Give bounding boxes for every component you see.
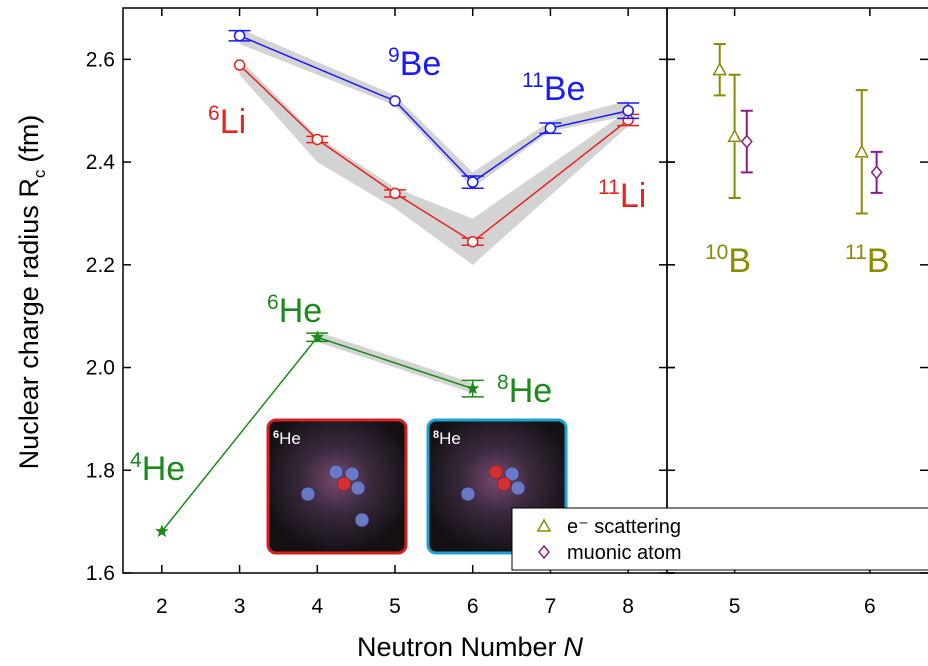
y-tick-label: 1.8 — [86, 459, 115, 482]
x-tick-label: 7 — [545, 595, 557, 618]
y-tick-label: 2.4 — [86, 151, 116, 174]
isotope-label: 9Be — [388, 44, 441, 83]
inset-image — [266, 418, 408, 555]
x-tick-label: 5 — [729, 595, 741, 618]
error-bar — [870, 150, 883, 194]
x-axis-label: Neutron Number N — [357, 632, 584, 662]
legend-label: e⁻ scattering — [567, 516, 681, 538]
isotope-symbol: B — [867, 242, 890, 280]
data-point — [854, 144, 869, 158]
data-point — [466, 176, 479, 188]
legend-marker — [538, 544, 550, 560]
x-axis-label-var: N — [564, 632, 584, 662]
x-axis-label-text: Neutron Number — [357, 632, 557, 662]
x-tick-label: 6 — [467, 595, 479, 618]
isotope-label: 6He — [267, 291, 322, 330]
inset-mass: 8 — [433, 429, 439, 441]
isotope-mass: 6 — [267, 291, 279, 314]
nucleon — [350, 480, 366, 496]
inset-label: 6He — [273, 429, 301, 448]
isotope-mass: 9 — [388, 44, 400, 67]
isotope-symbol: Li — [620, 177, 646, 215]
x-tick-label: 3 — [234, 595, 246, 618]
y-axis-label-sub: c — [30, 169, 49, 178]
error-bar — [740, 109, 753, 174]
isotope-mass: 4 — [130, 449, 142, 472]
inset-mass: 6 — [273, 429, 279, 441]
inset-symbol: He — [439, 429, 461, 448]
isotope-mass: 11 — [845, 241, 867, 264]
legend-box — [511, 507, 928, 571]
isotope-symbol: Li — [220, 103, 246, 141]
isotope-symbol: He — [142, 450, 185, 488]
nucleon — [496, 476, 512, 492]
error-bar — [728, 73, 741, 200]
y-axis-label-text: Nuclear charge radius R — [14, 178, 44, 469]
error-bar — [713, 42, 726, 97]
isotope-symbol: He — [509, 372, 552, 410]
data-point — [870, 165, 883, 180]
data-point — [389, 187, 401, 200]
isotope-mass: 11 — [598, 176, 620, 199]
nucleon — [354, 512, 370, 528]
x-tick-label: 2 — [156, 595, 168, 618]
data-point — [310, 330, 324, 343]
isotope-label: 11Be — [522, 69, 585, 108]
x-tick-label: 5 — [389, 595, 401, 618]
y-tick-label: 2.0 — [86, 357, 115, 380]
data-point — [389, 95, 401, 107]
error-bar — [855, 89, 868, 215]
inset-label: 8He — [433, 429, 461, 448]
isotope-symbol: Be — [544, 70, 586, 108]
isotope-mass: 8 — [497, 371, 509, 394]
data-point — [311, 133, 324, 146]
data-point — [466, 381, 480, 395]
nucleon — [488, 464, 504, 480]
isotope-mass: 10 — [705, 241, 728, 264]
y-tick-label: 2.2 — [86, 254, 115, 277]
isotope-label: 11B — [845, 241, 890, 280]
plot-frame — [666, 7, 928, 574]
isotope-label: 11Li — [598, 176, 646, 215]
isotope-mass: 11 — [522, 69, 544, 92]
isotope-label: 8He — [497, 371, 552, 410]
theory-band — [239, 59, 629, 265]
x-tick-label: 8 — [622, 595, 634, 618]
isotope-label: 6Li — [208, 102, 246, 141]
isotope-mass: 6 — [208, 102, 220, 125]
x-tick-label: 6 — [864, 595, 876, 618]
nucleon — [460, 486, 476, 502]
data-point — [466, 235, 479, 248]
isotope-symbol: He — [279, 292, 322, 330]
nucleon — [344, 466, 360, 482]
data-point — [233, 29, 246, 42]
y-axis-label: Nuclear charge radius Rc (fm) — [14, 115, 49, 470]
nucleon — [504, 466, 520, 482]
x-tick-label: 4 — [311, 595, 323, 618]
isotope-label: 4He — [130, 449, 185, 488]
nucleon — [510, 480, 526, 496]
legend-label: muonic atom — [567, 542, 682, 564]
legend-marker — [536, 518, 552, 532]
nucleon — [328, 464, 344, 480]
isotope-symbol: B — [728, 242, 751, 280]
isotope-symbol: Be — [400, 45, 442, 83]
y-tick-label: 2.6 — [86, 48, 115, 71]
y-axis-label-unit: (fm) — [14, 115, 44, 163]
data-point — [544, 122, 557, 134]
data-point — [727, 128, 742, 143]
isotope-label: 10B — [705, 241, 751, 280]
y-tick-label: 1.6 — [86, 562, 115, 585]
nucleon — [336, 476, 352, 492]
data-point — [155, 524, 169, 538]
data-point — [233, 59, 246, 71]
nucleon — [300, 486, 316, 502]
inset-symbol: He — [279, 429, 301, 448]
data-point — [622, 104, 634, 117]
data-point — [712, 62, 728, 76]
data-point — [740, 134, 753, 149]
